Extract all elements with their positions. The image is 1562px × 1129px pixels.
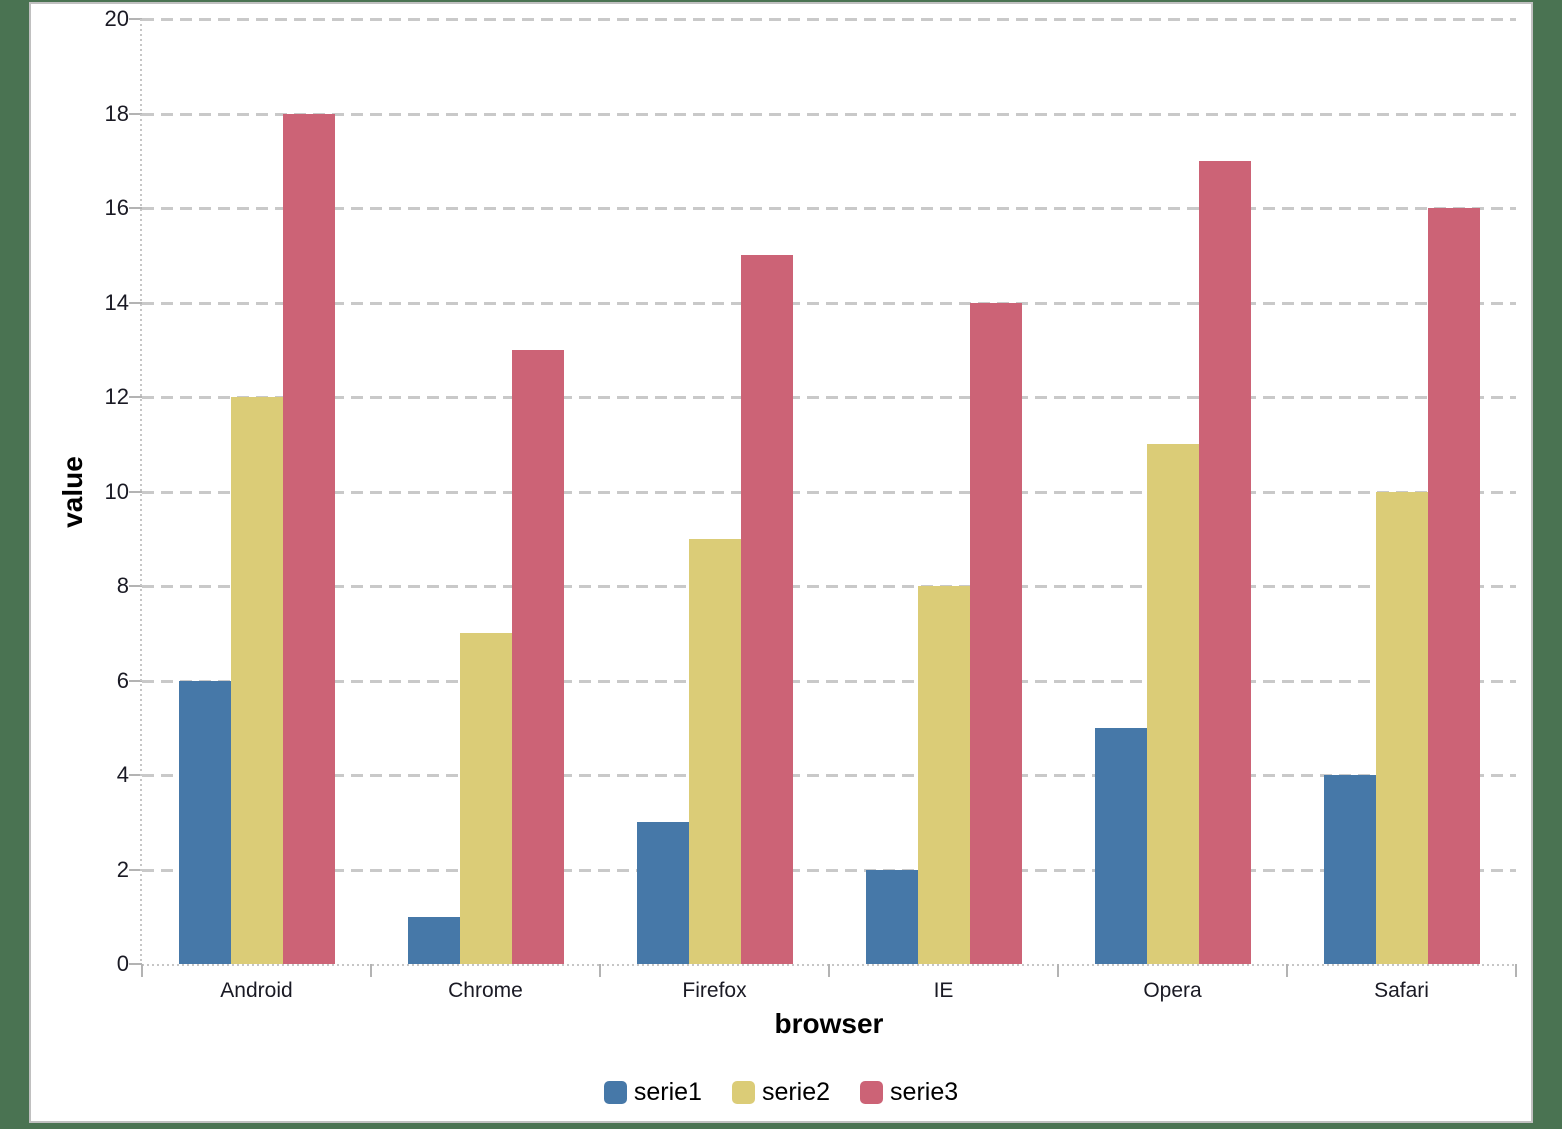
bar-serie2-Opera: [1146, 444, 1199, 964]
legend: serie1 serie2 serie3: [31, 1078, 1531, 1107]
gridline: [142, 868, 1516, 872]
y-tick-mark: [129, 585, 142, 587]
x-tick-mark: [1057, 964, 1059, 977]
y-tick-label: 4: [116, 762, 129, 787]
gridline: [142, 585, 1516, 588]
legend-swatch-serie3-icon: [860, 1081, 884, 1104]
y-tick-mark: [129, 207, 142, 209]
bar-serie1-IE: [865, 869, 918, 964]
y-tick-mark: [129, 963, 142, 965]
legend-item-serie3: serie3: [860, 1078, 958, 1107]
gridline: [142, 18, 1516, 21]
y-tick-label: 12: [104, 384, 129, 409]
x-category-label: Safari: [1374, 979, 1429, 1002]
y-tick-label: 14: [104, 289, 129, 315]
bar-serie3-Chrome: [511, 349, 564, 964]
legend-label: serie1: [633, 1078, 702, 1106]
bar-serie3-Android: [282, 113, 335, 964]
y-axis-title: value: [57, 456, 88, 528]
x-tick-mark: [1286, 964, 1288, 977]
x-tick-mark: [1515, 964, 1517, 977]
legend-label: serie3: [890, 1078, 959, 1106]
legend-swatch-serie2-icon: [731, 1081, 755, 1104]
legend-label: serie2: [761, 1078, 831, 1106]
x-tick-mark: [599, 964, 601, 977]
bar-serie2-Safari: [1375, 491, 1428, 964]
x-category-label: Android: [220, 979, 293, 1002]
bar-serie2-IE: [917, 586, 970, 964]
y-tick-mark: [129, 868, 142, 871]
bar-serie2-Chrome: [459, 633, 512, 964]
x-category-label: Chrome: [448, 979, 523, 1002]
y-axis-line: [140, 19, 142, 964]
y-tick-mark: [129, 396, 142, 398]
bar-serie3-Opera: [1198, 160, 1251, 964]
x-tick-mark: [141, 964, 143, 977]
bar-serie2-Android: [230, 397, 283, 964]
x-tick-mark: [370, 964, 372, 977]
y-tick-label: 16: [104, 195, 129, 220]
chart-panel: 0 2 4 6 8 10 12 14 16 18 20 Android Chrome Firefox IE O…: [29, 2, 1533, 1123]
gridline: [142, 679, 1516, 683]
y-tick-mark: [129, 18, 142, 20]
gridline: [142, 301, 1516, 305]
bar-serie1-Safari: [1323, 775, 1376, 964]
bar-serie2-Firefox: [688, 538, 741, 964]
y-tick-label: 10: [104, 478, 129, 504]
y-tick-label: 8: [116, 573, 129, 598]
y-tick-label: 2: [116, 856, 129, 882]
legend-item-serie2: serie2: [731, 1078, 831, 1107]
gridline: [142, 490, 1516, 494]
x-category-label: IE: [933, 979, 954, 1002]
y-tick-mark: [129, 679, 142, 682]
gridline: [142, 112, 1516, 116]
y-tick-mark: [129, 301, 142, 304]
y-tick-label: 18: [104, 100, 129, 126]
legend-swatch-serie1-icon: [603, 1081, 627, 1104]
bar-serie1-Opera: [1094, 727, 1147, 964]
y-tick-label: 6: [116, 667, 129, 693]
bar-serie3-Safari: [1427, 208, 1480, 964]
y-tick-label: 20: [104, 6, 129, 31]
plot-area: 0 2 4 6 8 10 12 14 16 18 20 Android Chrome Firefox IE O…: [31, 4, 1531, 1121]
y-tick-label: 0: [116, 951, 129, 976]
y-tick-mark: [129, 774, 142, 776]
gridline: [142, 207, 1516, 210]
bar-serie1-Android: [178, 680, 231, 964]
x-category-label: Opera: [1143, 979, 1202, 1002]
x-category-label: Firefox: [682, 979, 747, 1002]
bar-serie3-Firefox: [740, 255, 793, 964]
bar-serie1-Chrome: [407, 916, 460, 964]
gridline: [142, 396, 1516, 399]
x-tick-mark: [828, 964, 830, 977]
y-tick-mark: [129, 490, 142, 493]
legend-item-serie1: serie1: [603, 1078, 702, 1107]
gridline: [142, 774, 1516, 777]
x-axis-title: browser: [774, 1008, 884, 1039]
bar-serie3-IE: [969, 302, 1022, 964]
y-tick-mark: [129, 112, 142, 115]
bar-serie1-Firefox: [636, 822, 689, 964]
